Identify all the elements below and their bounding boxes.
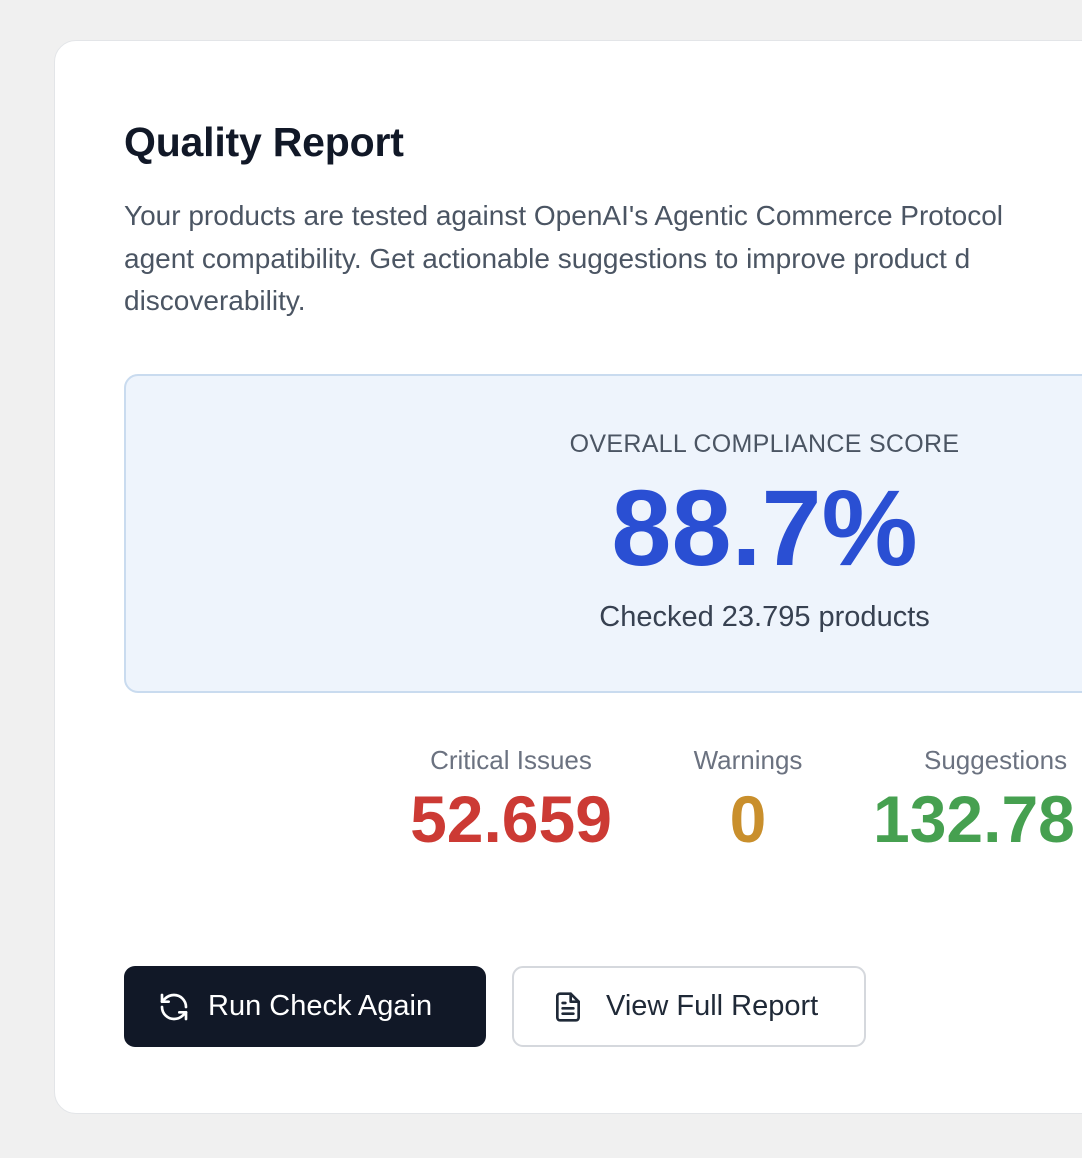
document-icon <box>552 991 584 1023</box>
run-check-again-button[interactable]: Run Check Again <box>124 966 486 1047</box>
view-full-report-button[interactable]: View Full Report <box>512 966 866 1047</box>
stat-suggestions: Suggestions 132.78 <box>873 745 1082 852</box>
stat-warnings: Warnings 0 <box>658 745 838 852</box>
quality-report-card: Quality Report Your products are tested … <box>54 40 1082 1114</box>
products-checked-text: Checked 23.795 products <box>599 601 930 633</box>
refresh-icon <box>158 991 190 1023</box>
score-value: 88.7% <box>611 467 918 588</box>
stat-label: Critical Issues <box>430 745 592 775</box>
description-line: Your products are tested against OpenAI'… <box>124 200 1004 231</box>
view-full-report-label: View Full Report <box>606 990 819 1022</box>
description-line: agent compatibility. Get actionable sugg… <box>124 242 971 274</box>
description-line: discoverability. <box>124 285 306 316</box>
stat-value: 0 <box>729 782 767 856</box>
stat-label: Suggestions <box>924 745 1068 775</box>
report-description: Your products are tested against OpenAI'… <box>124 195 1082 323</box>
stat-value: 132.78 <box>873 782 1075 856</box>
stat-value: 52.659 <box>410 782 612 856</box>
stat-label: Warnings <box>693 745 803 775</box>
stat-critical-issues: Critical Issues 52.659 <box>386 745 636 852</box>
score-label: OVERALL COMPLIANCE SCORE <box>569 430 960 458</box>
run-check-again-label: Run Check Again <box>208 990 433 1022</box>
compliance-score-panel: OVERALL COMPLIANCE SCORE 88.7% Checked 2… <box>124 374 1082 693</box>
page-title: Quality Report <box>124 119 404 165</box>
